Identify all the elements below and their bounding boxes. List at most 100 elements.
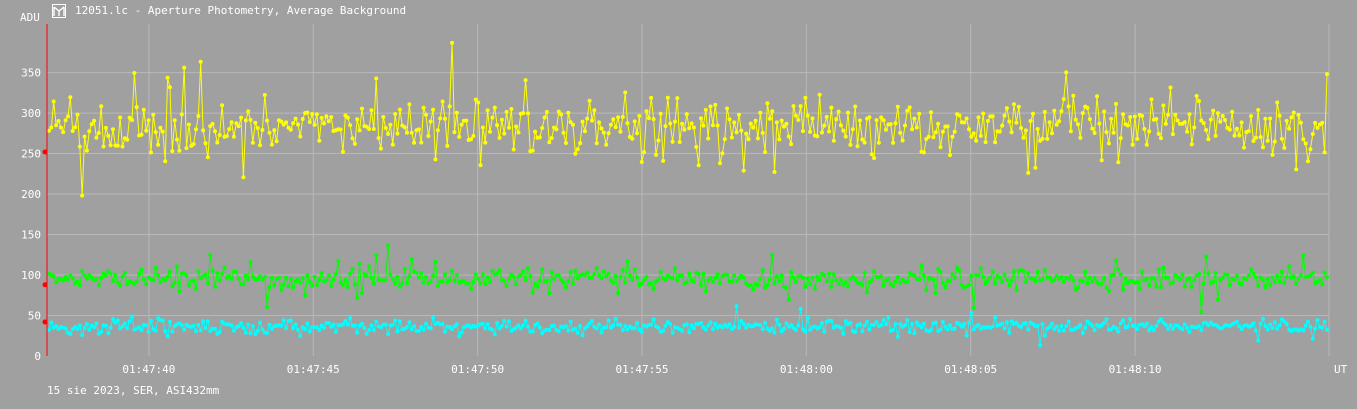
data-point bbox=[296, 122, 300, 127]
data-point bbox=[445, 143, 450, 148]
data-point bbox=[236, 124, 241, 129]
data-point bbox=[1230, 109, 1235, 114]
data-point bbox=[1109, 116, 1114, 121]
data-point bbox=[1125, 324, 1130, 329]
data-point bbox=[623, 324, 628, 329]
data-point bbox=[779, 118, 784, 123]
data-point bbox=[862, 270, 867, 275]
data-point bbox=[1050, 131, 1054, 136]
data-point bbox=[1168, 323, 1173, 328]
data-point bbox=[860, 137, 865, 142]
data-point bbox=[407, 274, 412, 279]
data-point bbox=[1211, 108, 1216, 113]
data-point bbox=[405, 130, 409, 135]
data-point bbox=[523, 277, 528, 282]
data-point bbox=[409, 257, 414, 262]
data-point bbox=[300, 276, 305, 281]
data-point bbox=[182, 327, 187, 332]
data-point bbox=[75, 279, 80, 284]
data-point bbox=[1007, 119, 1012, 124]
data-point bbox=[397, 284, 402, 289]
data-point bbox=[1275, 100, 1280, 105]
data-point bbox=[1045, 136, 1050, 141]
data-point bbox=[54, 280, 59, 285]
data-point bbox=[80, 333, 85, 338]
data-point bbox=[585, 116, 590, 121]
data-point bbox=[94, 276, 99, 281]
data-point bbox=[1104, 317, 1109, 322]
data-point bbox=[269, 142, 274, 147]
data-point bbox=[229, 276, 234, 281]
app-logo-icon[interactable] bbox=[52, 4, 66, 18]
data-point bbox=[77, 323, 82, 328]
data-point bbox=[1009, 319, 1014, 324]
data-point bbox=[1215, 297, 1220, 302]
data-point bbox=[1315, 318, 1320, 323]
data-point bbox=[846, 284, 850, 289]
data-point bbox=[115, 318, 120, 323]
data-point bbox=[1121, 112, 1126, 117]
data-point bbox=[1261, 316, 1265, 321]
data-point bbox=[1149, 325, 1154, 330]
data-point bbox=[1303, 323, 1308, 328]
data-point bbox=[727, 117, 732, 122]
data-point bbox=[262, 93, 267, 97]
data-point bbox=[395, 274, 400, 279]
data-point bbox=[1201, 121, 1206, 126]
data-point bbox=[620, 328, 625, 333]
data-point bbox=[352, 282, 357, 287]
data-point bbox=[1194, 94, 1199, 98]
data-point bbox=[450, 268, 455, 273]
data-point bbox=[383, 278, 388, 283]
data-point bbox=[850, 127, 855, 132]
data-point bbox=[592, 108, 597, 113]
data-point bbox=[537, 325, 542, 330]
data-point bbox=[1135, 327, 1140, 331]
data-point bbox=[1242, 145, 1246, 150]
data-point bbox=[789, 270, 794, 274]
data-point bbox=[1256, 108, 1261, 112]
data-point bbox=[1322, 150, 1327, 155]
x-tick-label: 01:48:10 bbox=[1109, 363, 1162, 376]
data-point bbox=[1161, 103, 1166, 108]
data-point bbox=[990, 114, 995, 119]
data-point bbox=[440, 99, 445, 104]
data-point bbox=[153, 265, 158, 270]
data-point bbox=[1059, 109, 1064, 114]
data-point bbox=[324, 114, 329, 119]
data-point bbox=[874, 118, 879, 123]
data-point bbox=[670, 276, 675, 281]
data-point bbox=[293, 322, 298, 327]
data-point bbox=[789, 323, 794, 327]
data-point bbox=[755, 136, 760, 141]
data-point bbox=[625, 121, 630, 126]
data-point bbox=[450, 327, 455, 332]
data-point bbox=[120, 144, 125, 149]
data-point bbox=[106, 133, 111, 138]
data-point bbox=[952, 326, 957, 331]
data-point bbox=[163, 159, 168, 164]
data-point bbox=[772, 281, 777, 286]
data-point bbox=[1009, 278, 1014, 283]
data-point bbox=[274, 139, 279, 144]
data-point bbox=[1282, 145, 1287, 150]
data-point bbox=[1144, 276, 1149, 281]
data-point bbox=[314, 112, 319, 117]
data-point bbox=[158, 125, 163, 130]
data-point bbox=[326, 320, 331, 325]
data-point bbox=[848, 142, 853, 147]
data-point bbox=[319, 271, 324, 275]
series-3 bbox=[47, 304, 1329, 348]
data-point bbox=[540, 126, 545, 130]
data-point bbox=[277, 275, 281, 280]
data-point bbox=[945, 124, 950, 129]
data-point bbox=[495, 321, 500, 325]
data-point bbox=[201, 319, 206, 324]
data-point bbox=[352, 141, 357, 146]
data-point bbox=[258, 320, 262, 325]
data-point bbox=[613, 125, 618, 130]
data-point bbox=[585, 324, 590, 329]
data-point bbox=[971, 131, 976, 136]
data-point bbox=[1265, 327, 1270, 332]
